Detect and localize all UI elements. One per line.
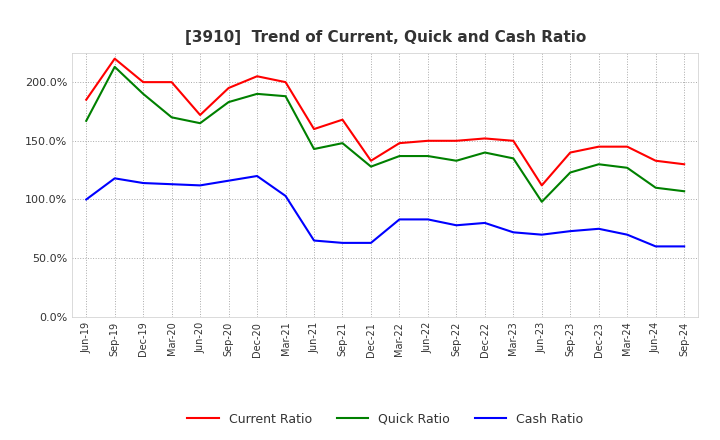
Quick Ratio — [110, 64, 119, 70]
Cash Ratio — [480, 220, 489, 226]
Line: Current Ratio: Current Ratio — [86, 59, 684, 185]
Current Ratio — [167, 80, 176, 85]
Current Ratio — [652, 158, 660, 163]
Current Ratio — [110, 56, 119, 61]
Line: Cash Ratio: Cash Ratio — [86, 176, 684, 246]
Cash Ratio — [196, 183, 204, 188]
Quick Ratio — [139, 91, 148, 96]
Quick Ratio — [680, 189, 688, 194]
Current Ratio — [452, 138, 461, 143]
Quick Ratio — [480, 150, 489, 155]
Quick Ratio — [366, 164, 375, 169]
Current Ratio — [480, 136, 489, 141]
Cash Ratio — [167, 182, 176, 187]
Cash Ratio — [82, 197, 91, 202]
Title: [3910]  Trend of Current, Quick and Cash Ratio: [3910] Trend of Current, Quick and Cash … — [184, 29, 586, 45]
Cash Ratio — [395, 217, 404, 222]
Quick Ratio — [82, 118, 91, 124]
Current Ratio — [366, 158, 375, 163]
Cash Ratio — [139, 180, 148, 186]
Quick Ratio — [167, 115, 176, 120]
Current Ratio — [253, 73, 261, 79]
Cash Ratio — [537, 232, 546, 237]
Cash Ratio — [310, 238, 318, 243]
Cash Ratio — [338, 240, 347, 246]
Current Ratio — [282, 80, 290, 85]
Cash Ratio — [366, 240, 375, 246]
Quick Ratio — [310, 147, 318, 152]
Quick Ratio — [253, 91, 261, 96]
Line: Quick Ratio: Quick Ratio — [86, 67, 684, 202]
Current Ratio — [395, 140, 404, 146]
Cash Ratio — [509, 230, 518, 235]
Cash Ratio — [652, 244, 660, 249]
Cash Ratio — [452, 223, 461, 228]
Cash Ratio — [623, 232, 631, 237]
Legend: Current Ratio, Quick Ratio, Cash Ratio: Current Ratio, Quick Ratio, Cash Ratio — [182, 407, 588, 430]
Current Ratio — [225, 85, 233, 91]
Cash Ratio — [225, 178, 233, 183]
Quick Ratio — [566, 170, 575, 175]
Quick Ratio — [395, 154, 404, 159]
Current Ratio — [310, 126, 318, 132]
Current Ratio — [338, 117, 347, 122]
Current Ratio — [196, 112, 204, 117]
Current Ratio — [509, 138, 518, 143]
Quick Ratio — [452, 158, 461, 163]
Cash Ratio — [253, 173, 261, 179]
Quick Ratio — [196, 121, 204, 126]
Current Ratio — [423, 138, 432, 143]
Cash Ratio — [282, 193, 290, 198]
Cash Ratio — [680, 244, 688, 249]
Quick Ratio — [509, 156, 518, 161]
Cash Ratio — [566, 228, 575, 234]
Quick Ratio — [282, 94, 290, 99]
Quick Ratio — [652, 185, 660, 191]
Quick Ratio — [623, 165, 631, 170]
Quick Ratio — [338, 140, 347, 146]
Quick Ratio — [537, 199, 546, 205]
Quick Ratio — [225, 99, 233, 105]
Current Ratio — [82, 97, 91, 103]
Cash Ratio — [110, 176, 119, 181]
Current Ratio — [566, 150, 575, 155]
Quick Ratio — [423, 154, 432, 159]
Current Ratio — [680, 161, 688, 167]
Current Ratio — [537, 183, 546, 188]
Cash Ratio — [423, 217, 432, 222]
Cash Ratio — [595, 226, 603, 231]
Quick Ratio — [595, 161, 603, 167]
Current Ratio — [139, 80, 148, 85]
Current Ratio — [595, 144, 603, 149]
Current Ratio — [623, 144, 631, 149]
